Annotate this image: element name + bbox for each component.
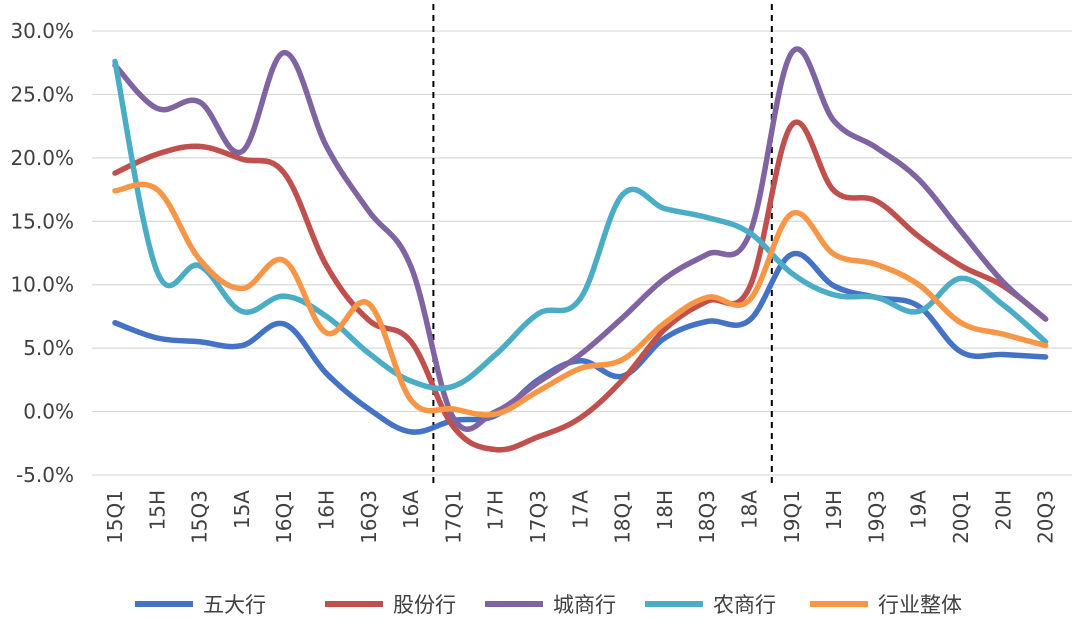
legend: 五大行 股份行 城商行 农商行 行业整体 (135, 593, 962, 617)
x-tick-label: 16H (315, 490, 339, 531)
y-tick-label: 20.0% (10, 146, 74, 170)
series-line-4 (112, 181, 1049, 418)
x-tick-label: 17Q3 (526, 490, 550, 544)
x-tick-label: 19H (822, 490, 846, 531)
y-axis-ticks: -5.0% 0.0% 5.0% 10.0% 15.0% 20.0% 25.0% 30.0% (10, 19, 74, 487)
gridlines (92, 30, 1072, 476)
x-tick-label: 15H (145, 490, 169, 531)
x-tick-label: 19A (907, 490, 931, 529)
legend-label-3: 农商行 (713, 593, 776, 617)
x-tick-label: 17H (484, 490, 508, 531)
x-tick-label: 19Q3 (864, 490, 888, 544)
x-tick-label: 18Q3 (695, 490, 719, 544)
x-tick-label: 17Q1 (441, 490, 465, 544)
series-lines (112, 46, 1049, 453)
y-tick-label: 0.0% (23, 400, 74, 424)
x-tick-label: 17A (568, 490, 592, 529)
x-tick-label: 15Q1 (103, 490, 127, 544)
legend-label-0: 五大行 (203, 593, 266, 617)
series-line-1 (112, 119, 1049, 453)
x-tick-label: 16Q3 (357, 490, 381, 544)
y-tick-label: 10.0% (10, 273, 74, 297)
x-tick-label: 18A (738, 490, 762, 529)
y-tick-label: 25.0% (10, 82, 74, 106)
series-line-0 (112, 250, 1049, 435)
x-tick-label: 18Q1 (611, 490, 635, 544)
x-tick-label: 15Q3 (188, 490, 212, 544)
legend-label-4: 行业整体 (878, 593, 962, 617)
x-tick-label: 16A (399, 490, 423, 529)
x-tick-label: 20Q1 (949, 490, 973, 544)
legend-label-1: 股份行 (393, 593, 456, 617)
legend-label-2: 城商行 (553, 593, 616, 617)
y-tick-label: 15.0% (10, 209, 74, 233)
series-line-2 (112, 46, 1049, 432)
y-tick-label: 5.0% (23, 336, 74, 360)
x-tick-label: 20Q3 (1034, 490, 1058, 544)
y-tick-label: 30.0% (10, 19, 74, 43)
x-axis-ticks: 15Q1 15H 15Q3 15A 16Q1 16H 16Q3 16A 17Q1 17H 17Q3 1… (103, 490, 1058, 544)
x-tick-label: 19Q1 (780, 490, 804, 544)
series-line-3 (112, 58, 1049, 392)
x-tick-label: 15A (230, 490, 254, 529)
x-tick-label: 16Q1 (272, 490, 296, 544)
y-tick-label: -5.0% (16, 463, 74, 487)
x-tick-label: 18H (653, 490, 677, 531)
x-tick-label: 20H (991, 490, 1015, 531)
